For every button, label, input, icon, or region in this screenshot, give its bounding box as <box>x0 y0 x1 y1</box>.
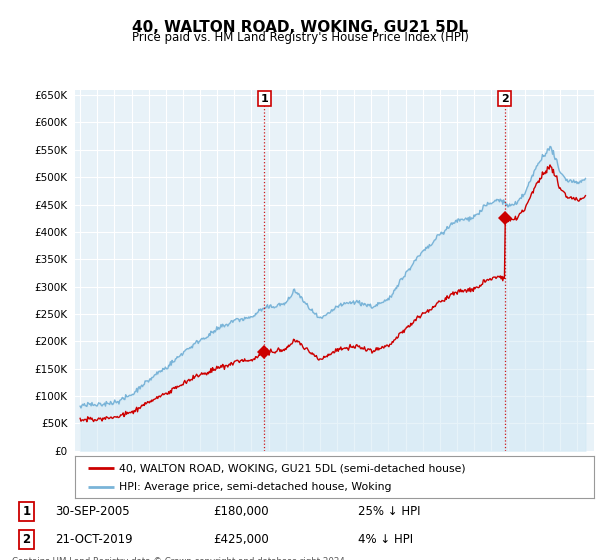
Text: 1: 1 <box>22 505 31 518</box>
Text: 2: 2 <box>501 94 509 104</box>
Text: 2: 2 <box>22 533 31 546</box>
Text: HPI: Average price, semi-detached house, Woking: HPI: Average price, semi-detached house,… <box>119 482 392 492</box>
Text: £180,000: £180,000 <box>214 505 269 518</box>
Text: 4% ↓ HPI: 4% ↓ HPI <box>358 533 413 546</box>
Text: Contains HM Land Registry data © Crown copyright and database right 2024.
This d: Contains HM Land Registry data © Crown c… <box>12 557 347 560</box>
Text: 21-OCT-2019: 21-OCT-2019 <box>55 533 133 546</box>
Text: 40, WALTON ROAD, WOKING, GU21 5DL (semi-detached house): 40, WALTON ROAD, WOKING, GU21 5DL (semi-… <box>119 463 466 473</box>
Text: 25% ↓ HPI: 25% ↓ HPI <box>358 505 420 518</box>
Text: 1: 1 <box>260 94 268 104</box>
Text: Price paid vs. HM Land Registry's House Price Index (HPI): Price paid vs. HM Land Registry's House … <box>131 31 469 44</box>
Text: £425,000: £425,000 <box>214 533 269 546</box>
Text: 30-SEP-2005: 30-SEP-2005 <box>55 505 130 518</box>
Text: 40, WALTON ROAD, WOKING, GU21 5DL: 40, WALTON ROAD, WOKING, GU21 5DL <box>132 20 468 35</box>
